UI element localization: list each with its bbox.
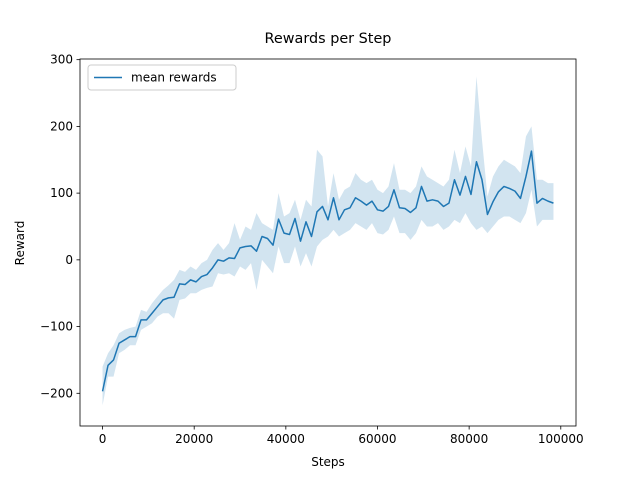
chart-title: Rewards per Step	[265, 31, 392, 47]
x-tick-label: 100000	[538, 432, 584, 446]
y-tick-label: −100	[40, 320, 73, 334]
x-tick-label: 60000	[358, 432, 396, 446]
y-tick-label: −200	[40, 386, 73, 400]
x-tick-label: 40000	[267, 432, 305, 446]
y-tick-label: 300	[50, 53, 73, 67]
legend-label: mean rewards	[131, 71, 217, 85]
y-tick-label: 100	[50, 186, 73, 200]
x-axis-label: Steps	[311, 455, 345, 469]
x-tick-label: 0	[99, 432, 107, 446]
line	[101, 150, 554, 392]
legend-box	[87, 64, 237, 91]
plot-frame	[79, 58, 577, 427]
x-tick-label: 20000	[175, 432, 213, 446]
y-tick-label: 200	[50, 119, 73, 133]
x-tick-label: 80000	[450, 432, 488, 446]
y-axis-label: Reward	[13, 221, 27, 266]
y-tick-label: 0	[65, 253, 73, 267]
